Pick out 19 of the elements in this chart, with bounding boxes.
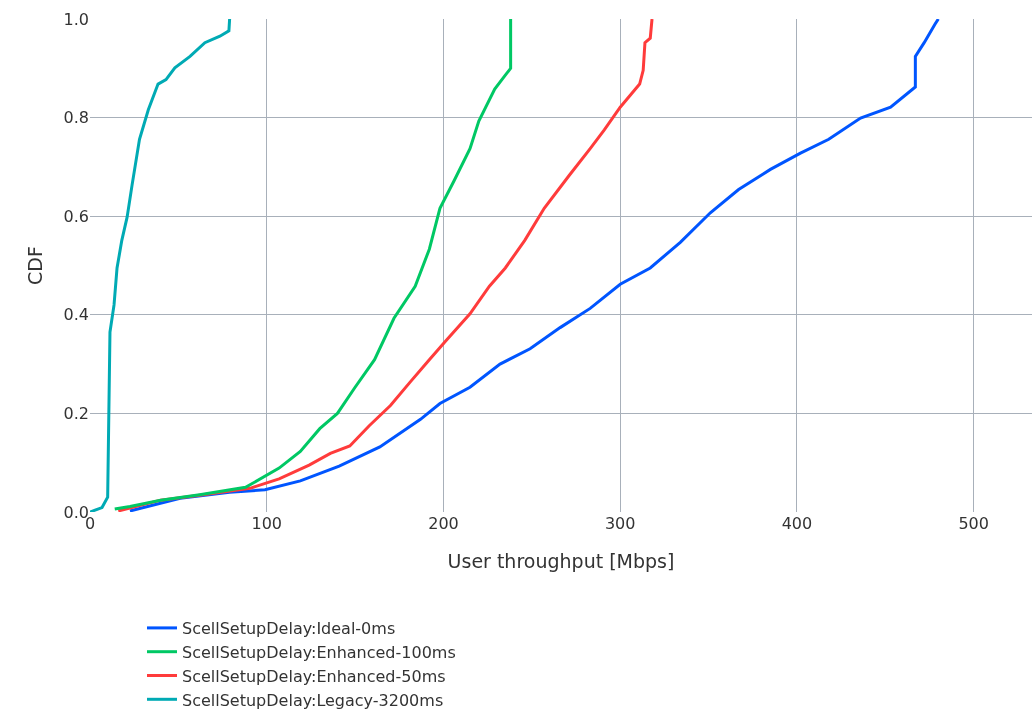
legend-label: ScellSetupDelay:Enhanced-100ms bbox=[182, 642, 456, 662]
x-tick-label: 500 bbox=[958, 514, 989, 533]
x-tick-label: 100 bbox=[251, 514, 283, 533]
line-series bbox=[90, 19, 232, 512]
y-tick-label: 0.6 bbox=[63, 206, 89, 226]
x-tick-label: 400 bbox=[781, 514, 813, 533]
y-tick-label: 0.4 bbox=[63, 305, 89, 325]
y-tick-label: 1.0 bbox=[63, 9, 89, 29]
x-tick-label: 200 bbox=[428, 514, 459, 533]
line-series bbox=[128, 19, 940, 512]
line-series bbox=[113, 19, 513, 511]
y-tick-label: 0.8 bbox=[63, 108, 89, 128]
x-axis-title: User throughput [Mbps] bbox=[447, 549, 675, 572]
y-tick-label: 0.2 bbox=[63, 404, 89, 423]
legend-label: ScellSetupDelay:Legacy-3200ms bbox=[182, 690, 444, 710]
legend-label: ScellSetupDelay:Ideal-0ms bbox=[182, 619, 396, 639]
y-axis-title: CDF bbox=[24, 246, 47, 285]
x-tick-label: 300 bbox=[604, 514, 636, 533]
legend-label: ScellSetupDelay:Enhanced-50ms bbox=[182, 666, 446, 686]
